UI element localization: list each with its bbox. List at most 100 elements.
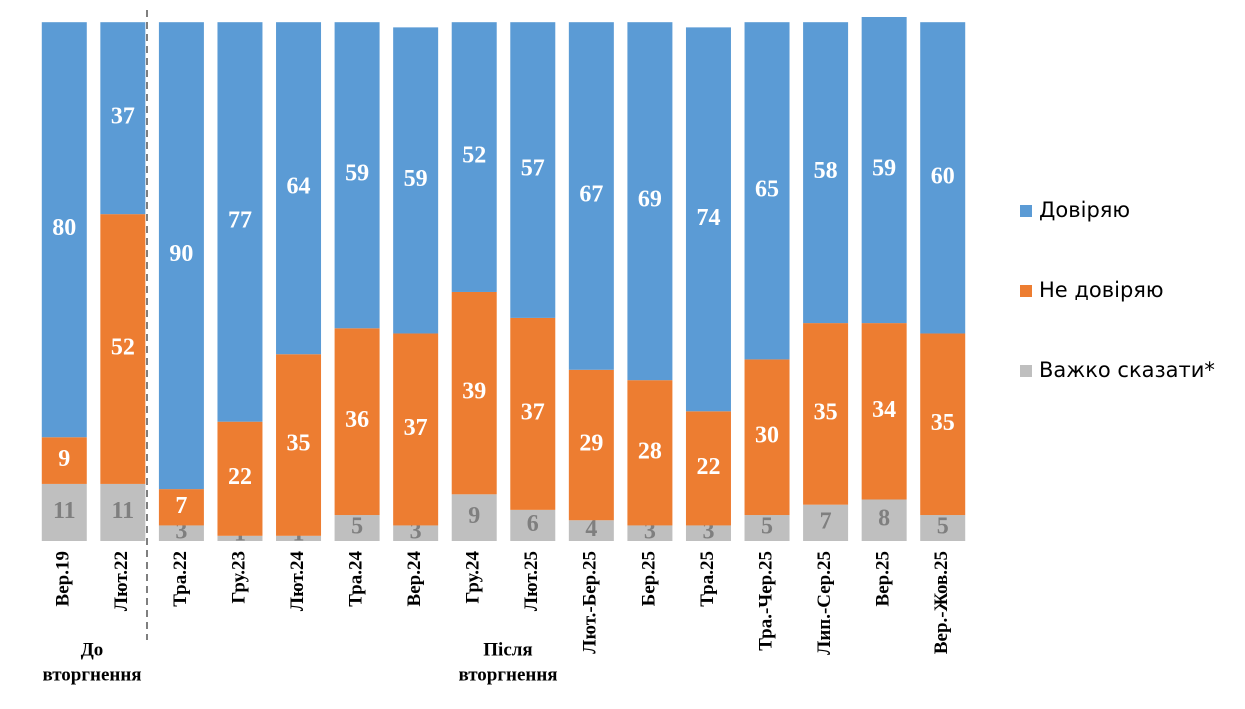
data-label: 64 <box>287 174 311 200</box>
bar-segment <box>861 323 907 500</box>
bar-segment <box>627 22 673 381</box>
data-label: 28 <box>638 438 662 464</box>
data-label: 59 <box>404 166 428 192</box>
data-label: 8 <box>878 506 890 532</box>
data-label: 90 <box>169 241 193 267</box>
legend-swatch <box>1020 205 1032 217</box>
annotation: Після <box>483 639 532 660</box>
x-tick-label: Лют.-Бер.25 <box>580 551 601 654</box>
bar-segment <box>451 291 497 495</box>
bar-segment <box>158 525 204 541</box>
data-label: 5 <box>937 514 949 540</box>
bar-segment <box>803 22 849 324</box>
bar-segment <box>217 535 263 541</box>
data-label: 34 <box>872 397 896 423</box>
x-tick-label: Вер.24 <box>404 551 425 607</box>
bar-segment <box>217 421 263 536</box>
data-label: 9 <box>468 503 480 529</box>
bar-segment <box>451 22 497 292</box>
bar-segment <box>393 333 439 526</box>
bar-segment <box>510 317 556 510</box>
bar-segment <box>510 22 556 318</box>
legend-label: Важко сказати* <box>1039 358 1215 382</box>
x-tick-label: Тра.22 <box>170 551 191 607</box>
data-label: 69 <box>638 187 662 213</box>
bar-segment <box>451 494 497 541</box>
bar-segment <box>744 515 790 541</box>
bar-segment <box>276 354 322 536</box>
data-label: 57 <box>521 156 545 182</box>
bar-segment <box>41 437 87 484</box>
data-label: 60 <box>931 163 955 189</box>
x-tick-label: Тра.24 <box>345 551 366 607</box>
bar-segment <box>685 525 731 541</box>
data-label: 7 <box>820 508 832 534</box>
data-label: 37 <box>404 415 428 441</box>
bar-segment <box>393 27 439 334</box>
data-label: 77 <box>228 207 252 233</box>
bar-segment <box>334 22 380 329</box>
legend-label: Не довіряю <box>1039 278 1164 302</box>
bar-segment <box>861 499 907 541</box>
bar-segment <box>100 483 146 541</box>
data-label: 5 <box>351 514 363 540</box>
bar-segment <box>920 333 966 516</box>
bar-segment <box>627 380 673 526</box>
bar-segment <box>920 515 966 541</box>
bar-segment <box>685 27 731 412</box>
x-tick-label: Вер.19 <box>53 551 74 606</box>
data-label: 5 <box>761 514 773 540</box>
data-label: 59 <box>345 161 369 187</box>
annotation: вторгнення <box>42 664 141 685</box>
bar-segment <box>217 22 263 422</box>
bar-segment <box>100 214 146 484</box>
x-tick-label: Гру.23 <box>228 551 249 604</box>
bar-segment <box>744 359 790 516</box>
data-label: 35 <box>814 399 838 425</box>
data-label: 36 <box>345 407 369 433</box>
x-tick-label: Гру.24 <box>463 551 484 604</box>
bar-segment <box>510 509 556 541</box>
data-label: 35 <box>931 410 955 436</box>
x-tick-label: Лют.25 <box>521 551 542 611</box>
x-tick-label: Лют.22 <box>111 551 132 611</box>
data-label: 74 <box>696 205 720 231</box>
bar-segment <box>920 22 966 334</box>
data-label: 30 <box>755 423 779 449</box>
bar-segment <box>861 17 907 324</box>
legend-label: Довіряю <box>1039 198 1130 222</box>
x-tick-label: Тра.25 <box>697 551 718 607</box>
bar-segment <box>334 515 380 541</box>
bar-segment <box>393 525 439 541</box>
data-label: 29 <box>579 431 603 457</box>
bar-segment <box>803 323 849 505</box>
data-label: 58 <box>814 158 838 184</box>
bar-segment <box>334 328 380 516</box>
data-label: 59 <box>872 156 896 182</box>
x-tick-label: Тра.-Чер.25 <box>755 551 776 651</box>
data-label: 65 <box>755 176 779 202</box>
bar-segment <box>276 535 322 541</box>
x-tick-label: Вер.-Жов.25 <box>931 551 952 654</box>
annotation: До <box>81 639 104 660</box>
data-label: 22 <box>696 454 720 480</box>
legend-swatch <box>1020 365 1032 377</box>
data-label: 35 <box>287 431 311 457</box>
bar-segment <box>158 489 204 526</box>
bar-segment <box>158 22 204 490</box>
data-label: 6 <box>527 511 539 537</box>
bar-segment <box>41 22 87 438</box>
x-tick-label: Лют.24 <box>287 551 308 612</box>
legend-swatch <box>1020 285 1032 297</box>
bar-segment <box>568 22 614 370</box>
bar-segment <box>41 483 87 541</box>
bar-segment <box>276 22 322 355</box>
data-label: 80 <box>52 215 76 241</box>
bar-segment <box>685 411 731 526</box>
data-label: 37 <box>111 104 135 130</box>
data-label: 9 <box>58 446 70 472</box>
data-label: 4 <box>585 516 597 542</box>
data-label: 7 <box>175 493 187 519</box>
bar-segment <box>803 504 849 541</box>
